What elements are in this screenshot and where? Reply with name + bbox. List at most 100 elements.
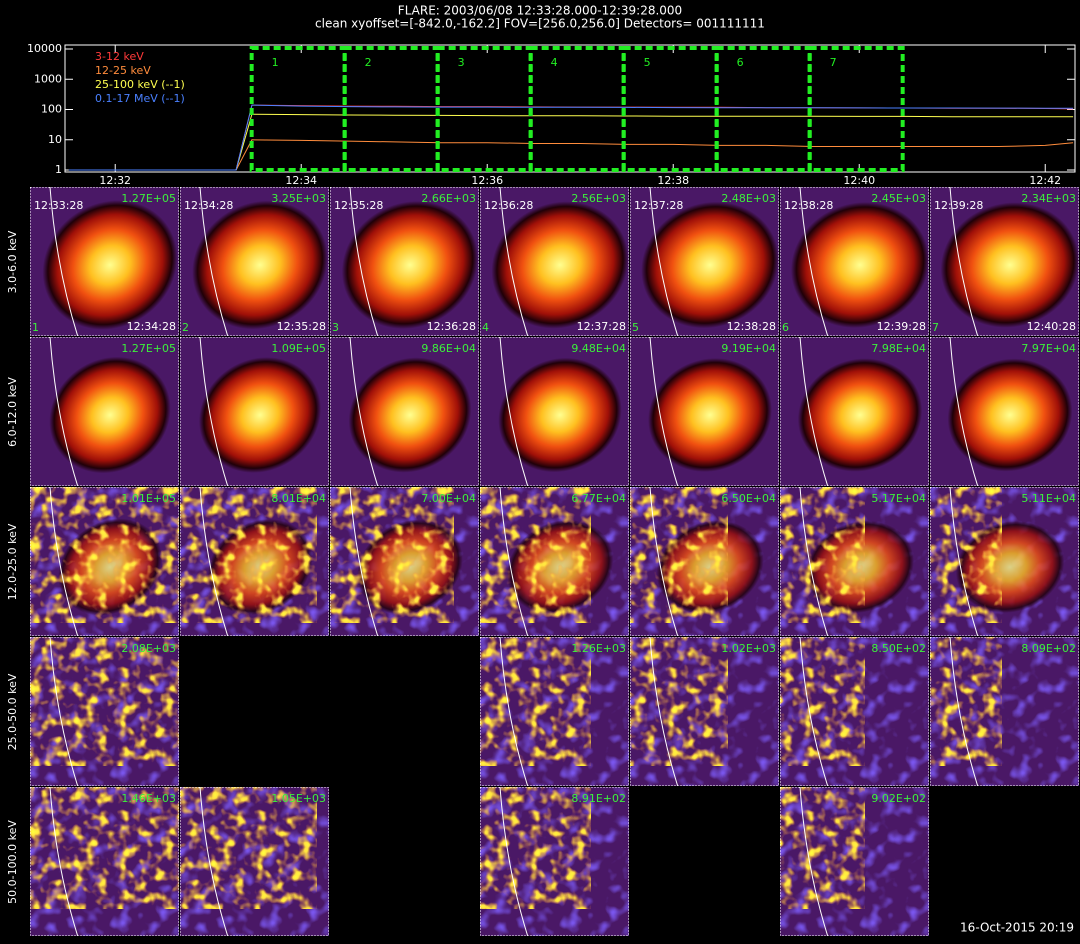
start-time: 12:35:28 [334, 199, 383, 212]
source-blob [491, 201, 629, 329]
start-time: 12:33:28 [34, 199, 83, 212]
image-panel: 1.02E+03 [630, 637, 779, 786]
image-panel: 1.27E+05 12:33:28 12:34:28 1 [30, 187, 179, 336]
peak-label: 1.46E+03 [121, 792, 176, 805]
solar-limb [499, 637, 529, 786]
image-panel: 2.34E+03 12:39:28 12:40:28 7 [930, 187, 1079, 336]
panel-border [30, 337, 179, 486]
end-time: 12:38:28 [727, 320, 776, 333]
end-time: 12:36:28 [427, 320, 476, 333]
row-label: 12.0-25.0 keV [6, 523, 19, 600]
panel-border [30, 787, 179, 936]
image-panel: 2.48E+03 12:37:28 12:38:28 5 [630, 187, 779, 336]
noise [630, 487, 728, 623]
start-time: 12:37:28 [634, 199, 683, 212]
peak-label: 1.27E+05 [121, 342, 176, 355]
image-panel: 7.00E+04 [330, 487, 479, 636]
peak-label: 2.48E+03 [721, 192, 776, 205]
peak-label: 1.05E+03 [271, 792, 326, 805]
image-panel: 1.26E+03 [480, 637, 629, 786]
image-panel: 2.56E+03 12:36:28 12:37:28 4 [480, 187, 629, 336]
panel-border [480, 187, 629, 336]
image-panel: 1.46E+03 [30, 787, 179, 936]
peak-label: 8.01E+04 [271, 492, 326, 505]
solar-limb [949, 187, 979, 336]
panel-border [480, 337, 629, 486]
legend-entry: 0.1-17 MeV (--1) [95, 92, 185, 105]
interval-box [714, 46, 812, 172]
image-panel: 3.25E+03 12:34:28 12:35:28 2 [180, 187, 329, 336]
panel-border [30, 187, 179, 336]
panel-border [780, 337, 929, 486]
panel-border [630, 637, 779, 786]
panel-border [930, 637, 1079, 786]
solar-limb [499, 187, 529, 336]
solar-limb [649, 337, 679, 486]
source-blob [648, 358, 772, 472]
solar-limb [349, 487, 379, 636]
solar-limb [799, 787, 829, 936]
row-label: 25.0-50.0 keV [6, 673, 19, 750]
panel-border [30, 637, 179, 786]
peak-label: 1.27E+05 [121, 192, 176, 205]
end-time: 12:37:28 [577, 320, 626, 333]
panel-border [330, 337, 479, 486]
noise [630, 637, 728, 766]
noise [480, 487, 591, 623]
noise [180, 787, 317, 909]
noise [930, 487, 1002, 623]
solar-limb [49, 487, 79, 636]
solar-limb [649, 637, 679, 786]
solar-limb [49, 187, 79, 336]
interval-label: 1 [272, 56, 279, 69]
solar-limb [949, 337, 979, 486]
panel-index: 5 [632, 321, 639, 334]
peak-label: 8.09E+02 [1021, 642, 1076, 655]
series-line [68, 104, 1074, 171]
solar-limb [49, 637, 79, 786]
y-tick-label: 10 [48, 133, 62, 146]
panel-border [330, 187, 479, 336]
solar-limb [649, 187, 679, 336]
source-blob [42, 200, 178, 330]
image-panel: 1.01E+05 [30, 487, 179, 636]
y-tick-label: 100 [41, 103, 62, 116]
panel-border [480, 487, 629, 636]
noise [30, 487, 179, 623]
solar-limb [349, 187, 379, 336]
panel-border [780, 487, 929, 636]
image-panel: 5.11E+04 [930, 487, 1079, 636]
x-tick-label: 12:38 [657, 174, 689, 187]
panel-border [330, 487, 479, 636]
series-line [68, 113, 1074, 171]
panel-border [30, 487, 179, 636]
start-time: 12:39:28 [934, 199, 983, 212]
peak-label: 2.66E+03 [421, 192, 476, 205]
interval-box [435, 46, 533, 172]
interval-label: 7 [830, 56, 837, 69]
peak-label: 9.86E+04 [421, 342, 476, 355]
source-blob [498, 357, 622, 473]
solar-limb [499, 787, 529, 936]
solar-limb [799, 187, 829, 336]
panel-index: 1 [32, 321, 39, 334]
source-blob [940, 202, 1079, 328]
end-time: 12:40:28 [1027, 320, 1076, 333]
image-panel: 6.50E+04 [630, 487, 779, 636]
panel-border [780, 187, 929, 336]
interval-label: 3 [458, 56, 465, 69]
solar-limb [799, 487, 829, 636]
x-tick-label: 12:42 [1029, 174, 1061, 187]
series-line [68, 139, 1074, 171]
solar-limb [49, 787, 79, 936]
panel-index: 2 [182, 321, 189, 334]
interval-box [621, 46, 719, 172]
peak-label: 2.34E+03 [1021, 192, 1076, 205]
panel-border [630, 487, 779, 636]
image-panel: 5.17E+04 [780, 487, 929, 636]
peak-label: 9.02E+02 [871, 792, 926, 805]
panel-border [930, 487, 1079, 636]
solar-limb [349, 337, 379, 486]
image-panel: 9.19E+04 [630, 337, 779, 486]
footer: 16-Oct-2015 20:19 [960, 921, 1074, 935]
